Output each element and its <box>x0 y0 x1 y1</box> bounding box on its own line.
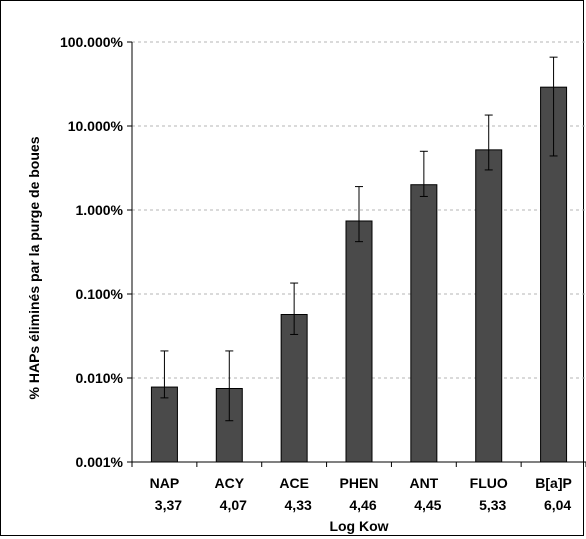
error-bar <box>290 282 299 335</box>
y-tick-label: 0.100% <box>76 286 124 302</box>
error-bars <box>160 56 558 422</box>
x-category-label: PHEN <box>340 475 379 491</box>
gridlines <box>132 41 586 379</box>
x-category-label: B[a]P <box>535 475 572 491</box>
x-category-label: ACY <box>215 475 245 491</box>
x-category-label: NAP <box>150 475 180 491</box>
y-tick-label: 10.000% <box>68 118 124 134</box>
x-category-labels: NAP 3,37 ACY 4,07 ACE 4,33 PHEN 4,46 ANT 4,45 FLUO… <box>150 475 572 513</box>
error-bar <box>160 350 169 399</box>
y-tick-labels: 0.001% 0.010% 0.100% 1.000% 10.000% 100.000% <box>60 34 124 470</box>
bar <box>475 149 503 463</box>
bars <box>150 86 568 463</box>
error-bar <box>484 114 493 171</box>
bar <box>345 220 373 463</box>
x-log-kow-label: 4,07 <box>220 497 247 513</box>
error-bar <box>225 350 234 422</box>
x-log-kow-label: 6,04 <box>544 497 571 513</box>
x-log-kow-label: 5,33 <box>479 497 506 513</box>
x-log-kow-label: 4,33 <box>285 497 312 513</box>
y-axis-title: % HAPs éliminés par la purge de boues <box>26 136 42 399</box>
x-log-kow-label: 4,45 <box>414 497 441 513</box>
bar <box>280 314 308 463</box>
y-tick-label: 0.010% <box>76 370 124 386</box>
bar <box>410 184 438 463</box>
x-category-label: ACE <box>279 475 309 491</box>
error-bar <box>355 186 363 243</box>
y-tick-label: 100.000% <box>60 34 124 50</box>
x-category-label: ANT <box>409 475 438 491</box>
x-category-label: FLUO <box>470 475 508 491</box>
error-bar <box>419 150 428 197</box>
x-log-kow-label: 3,37 <box>155 497 182 513</box>
y-tick-label: 0.001% <box>76 454 124 470</box>
x-axis-title: Log Kow <box>329 518 388 534</box>
x-log-kow-label: 4,46 <box>349 497 376 513</box>
error-bar <box>549 56 558 157</box>
y-tick-label: 1.000% <box>76 202 124 218</box>
axes <box>127 41 586 467</box>
